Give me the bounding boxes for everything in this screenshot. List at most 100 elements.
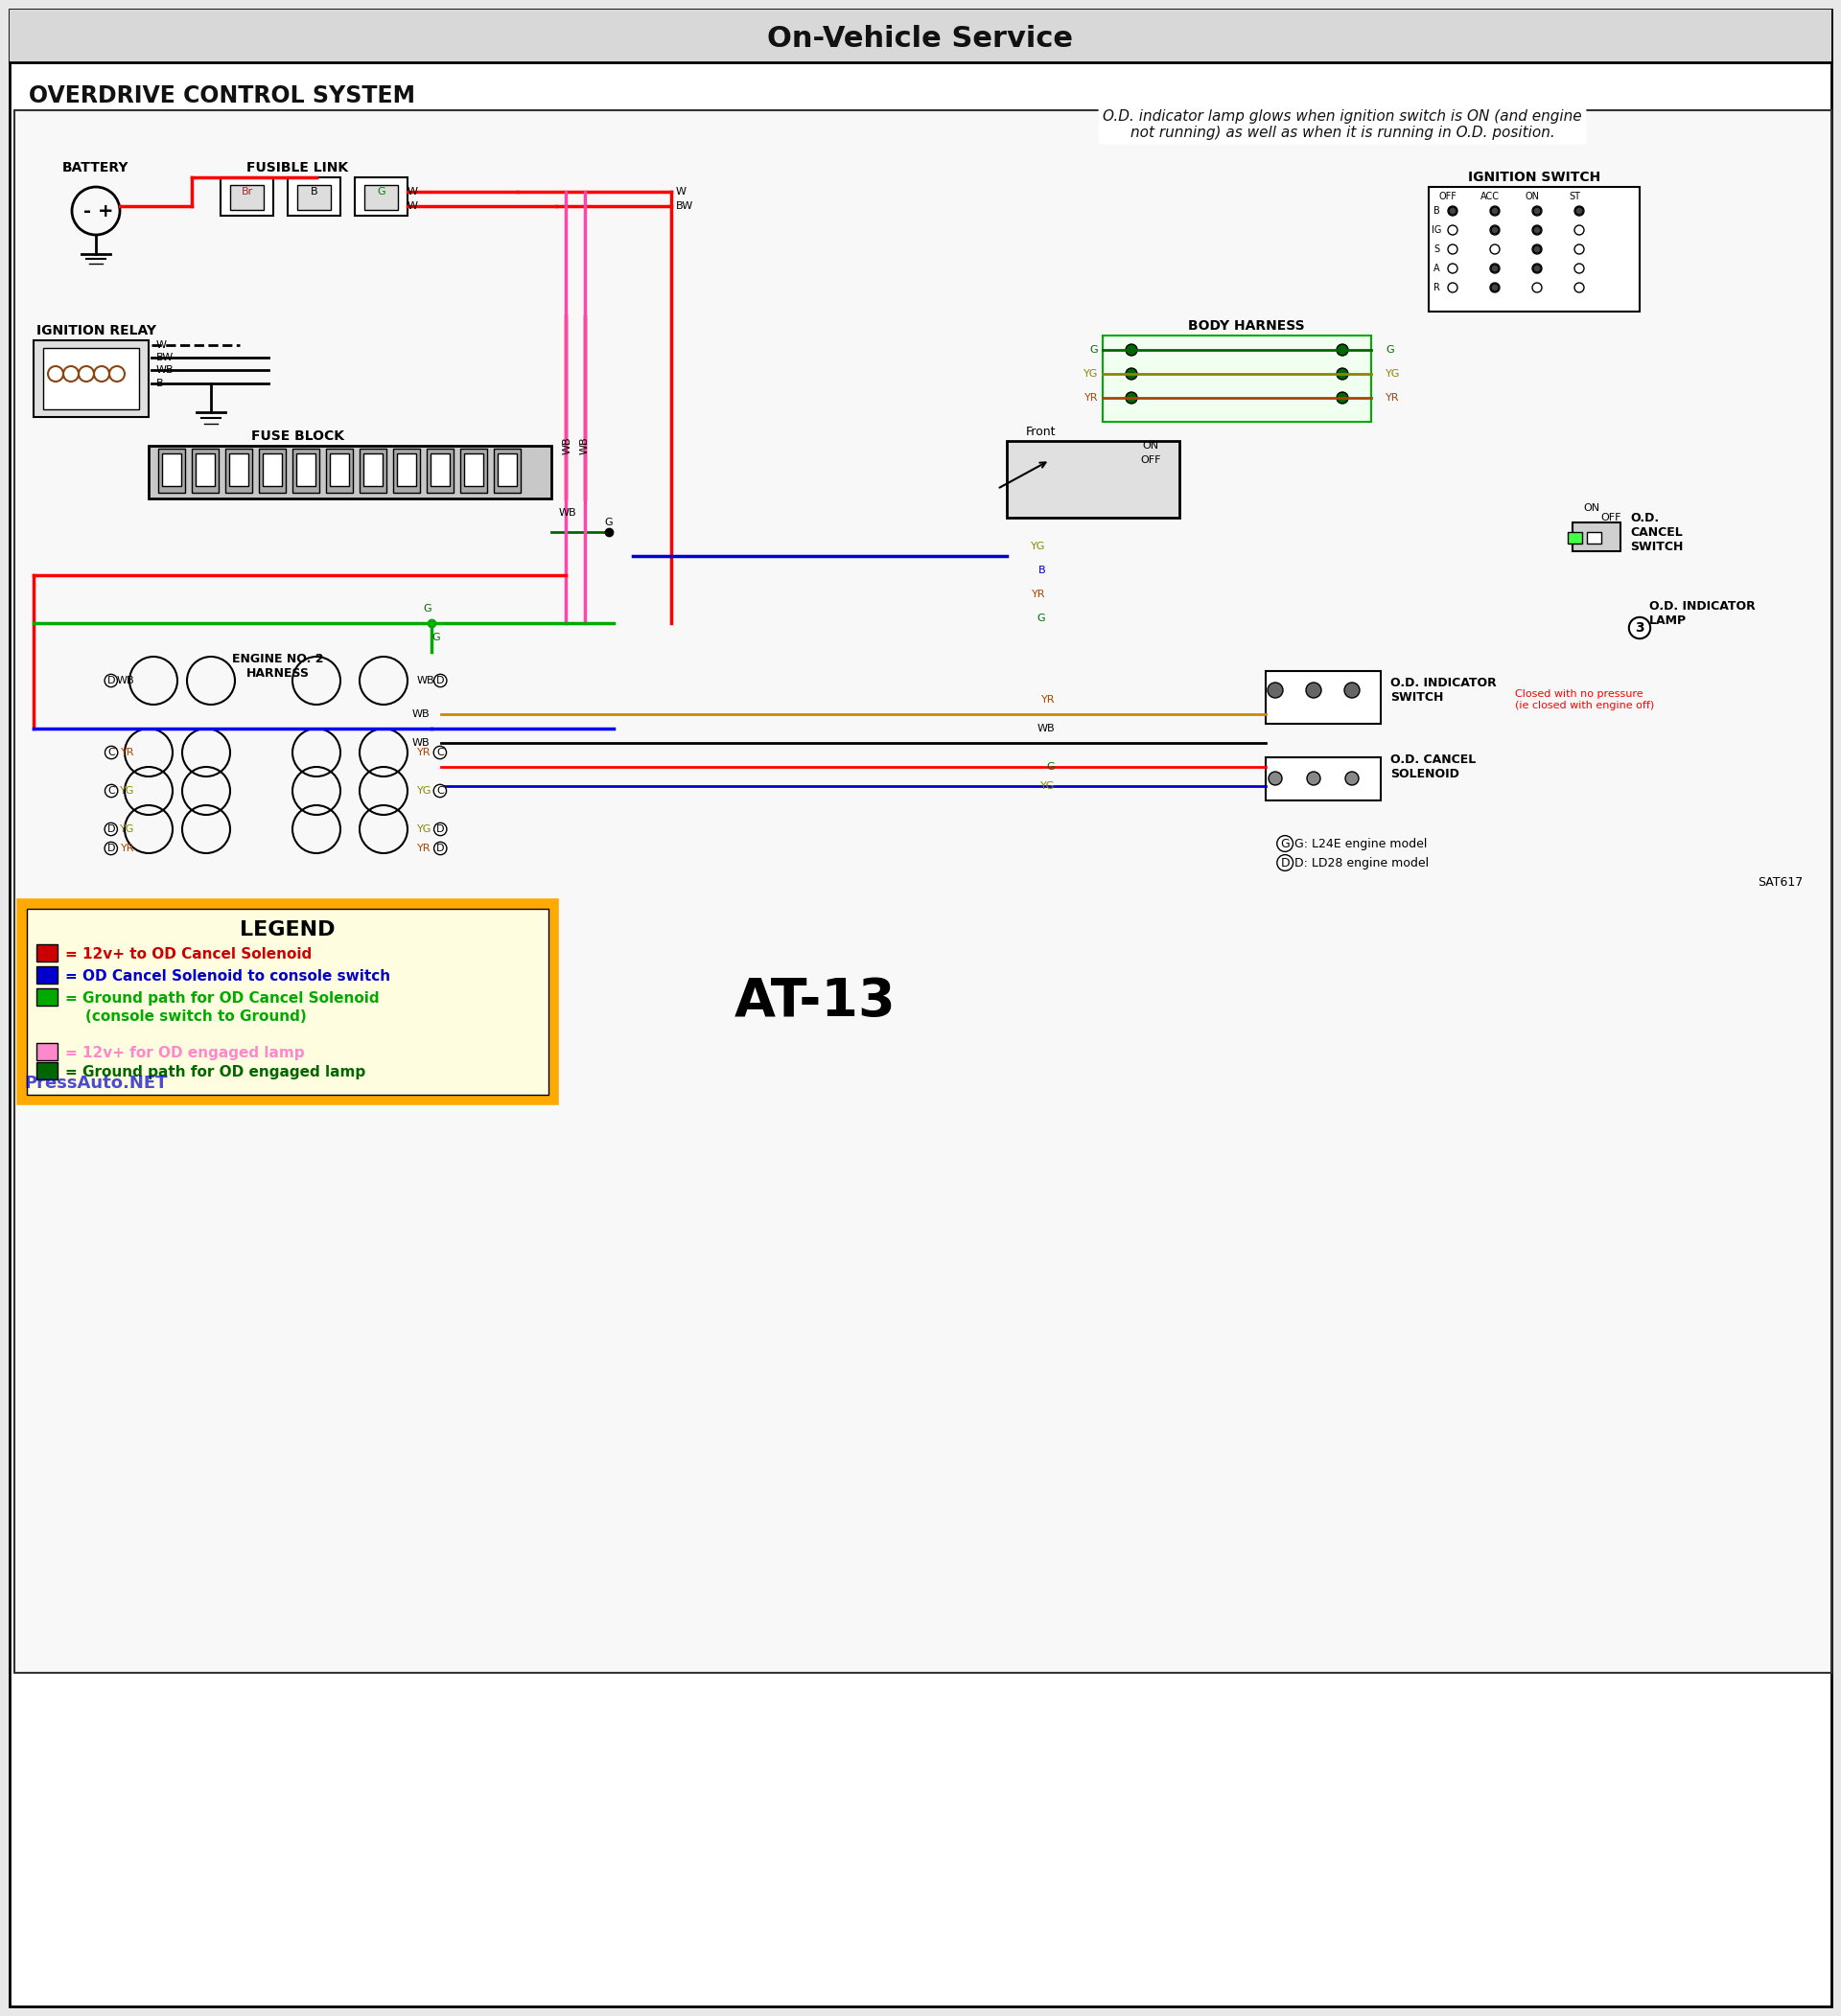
Text: -: - (83, 202, 90, 220)
Text: G: G (1279, 837, 1291, 851)
Bar (42, 349, 140, 409)
Bar (1569, 532, 1581, 544)
Text: FUSIBLE LINK: FUSIBLE LINK (247, 161, 348, 175)
Text: YR: YR (418, 843, 431, 853)
Text: FUSE BLOCK: FUSE BLOCK (250, 429, 344, 444)
Circle shape (1268, 683, 1283, 698)
Bar (355, 177, 407, 216)
Circle shape (1337, 369, 1348, 379)
Text: WB: WB (116, 675, 134, 685)
Bar (394, 450, 420, 492)
Text: C: C (436, 786, 444, 796)
Text: S: S (1434, 244, 1440, 254)
Text: = 12v+ for OD engaged lamp: = 12v+ for OD engaged lamp (64, 1046, 304, 1060)
Text: D: D (436, 825, 444, 835)
Bar (1267, 758, 1381, 800)
Text: R: R (1432, 282, 1440, 292)
Text: BW: BW (156, 353, 173, 363)
Bar (287, 177, 341, 216)
Text: A: A (1432, 264, 1440, 274)
Bar (37, 1062, 57, 1079)
Text: O.D. indicator lamp glows when ignition switch is ON (and engine
not running) as: O.D. indicator lamp glows when ignition … (1103, 109, 1581, 141)
Bar (191, 450, 219, 492)
Text: BODY HARNESS: BODY HARNESS (1187, 319, 1305, 333)
Circle shape (1268, 772, 1281, 784)
Text: = OD Cancel Solenoid to console switch: = OD Cancel Solenoid to console switch (64, 970, 390, 984)
Text: B: B (156, 379, 164, 389)
Text: IGNITION RELAY: IGNITION RELAY (37, 325, 156, 337)
Text: Closed with no pressure
(ie closed with engine off): Closed with no pressure (ie closed with … (1515, 689, 1655, 710)
Text: W: W (407, 202, 418, 212)
Circle shape (1534, 264, 1541, 272)
Text: PressAuto.NET: PressAuto.NET (24, 1075, 168, 1093)
Text: = 12v+ to OD Cancel Solenoid: = 12v+ to OD Cancel Solenoid (64, 948, 311, 962)
Text: OFF: OFF (1140, 456, 1162, 466)
Bar (162, 454, 180, 486)
Text: D: D (107, 675, 114, 685)
Text: IGNITION SWITCH: IGNITION SWITCH (1467, 171, 1600, 183)
Circle shape (1534, 246, 1541, 254)
Bar (296, 454, 315, 486)
Text: = Ground path for OD engaged lamp: = Ground path for OD engaged lamp (64, 1064, 366, 1079)
Text: G: G (1036, 613, 1046, 623)
Bar (228, 454, 249, 486)
Text: WB: WB (412, 710, 429, 720)
Circle shape (1307, 772, 1320, 784)
Bar (1267, 671, 1381, 724)
Text: YG: YG (418, 825, 433, 835)
Text: On-Vehicle Service: On-Vehicle Service (768, 24, 1073, 52)
Text: ENGINE NO. 2
HARNESS: ENGINE NO. 2 HARNESS (232, 653, 324, 679)
Text: OFF: OFF (1600, 512, 1622, 522)
Text: YR: YR (120, 843, 134, 853)
Bar (427, 450, 453, 492)
Bar (1587, 532, 1602, 544)
Bar (359, 450, 387, 492)
Text: W: W (676, 187, 687, 196)
Circle shape (1491, 264, 1499, 272)
Text: D: D (107, 825, 114, 835)
Circle shape (1491, 208, 1499, 216)
Circle shape (1346, 772, 1359, 784)
Circle shape (1491, 226, 1499, 234)
Text: WB: WB (418, 675, 434, 685)
Text: YR: YR (1084, 393, 1097, 403)
Text: C: C (107, 786, 114, 796)
Text: ST: ST (1569, 192, 1580, 202)
Bar (195, 454, 215, 486)
Circle shape (1337, 391, 1348, 403)
Text: D: D (107, 843, 114, 853)
Text: B: B (311, 187, 318, 196)
Text: YR: YR (1040, 696, 1055, 706)
Text: YR: YR (1386, 393, 1399, 403)
Bar (493, 450, 521, 492)
Text: D: D (436, 675, 444, 685)
Circle shape (1449, 208, 1456, 216)
Text: D: D (1281, 857, 1291, 869)
Text: WB: WB (156, 365, 175, 375)
Text: BW: BW (676, 202, 694, 212)
Text: WB: WB (1036, 724, 1055, 734)
Bar (1429, 187, 1640, 312)
Text: (console switch to Ground): (console switch to Ground) (64, 1008, 307, 1024)
Bar (15, 111, 1832, 1673)
Text: YR: YR (1031, 589, 1046, 599)
Text: BATTERY: BATTERY (63, 161, 129, 175)
Bar (460, 450, 488, 492)
Text: WB: WB (563, 437, 573, 456)
Text: WB: WB (558, 508, 576, 518)
Bar (464, 454, 482, 486)
Circle shape (1125, 391, 1138, 403)
Text: = Ground path for OD Cancel Solenoid: = Ground path for OD Cancel Solenoid (64, 990, 379, 1006)
Text: SAT617: SAT617 (1758, 875, 1802, 889)
Circle shape (1305, 683, 1322, 698)
Circle shape (1534, 226, 1541, 234)
Text: YG: YG (120, 825, 134, 835)
Text: B: B (1432, 206, 1440, 216)
Text: Front: Front (1025, 425, 1057, 437)
Text: Br: Br (241, 187, 254, 196)
Text: O.D. INDICATOR
LAMP: O.D. INDICATOR LAMP (1650, 601, 1756, 627)
Text: C: C (436, 748, 444, 758)
Bar (9, 10, 1832, 62)
Text: 3: 3 (1635, 621, 1644, 635)
Bar (33, 341, 149, 417)
